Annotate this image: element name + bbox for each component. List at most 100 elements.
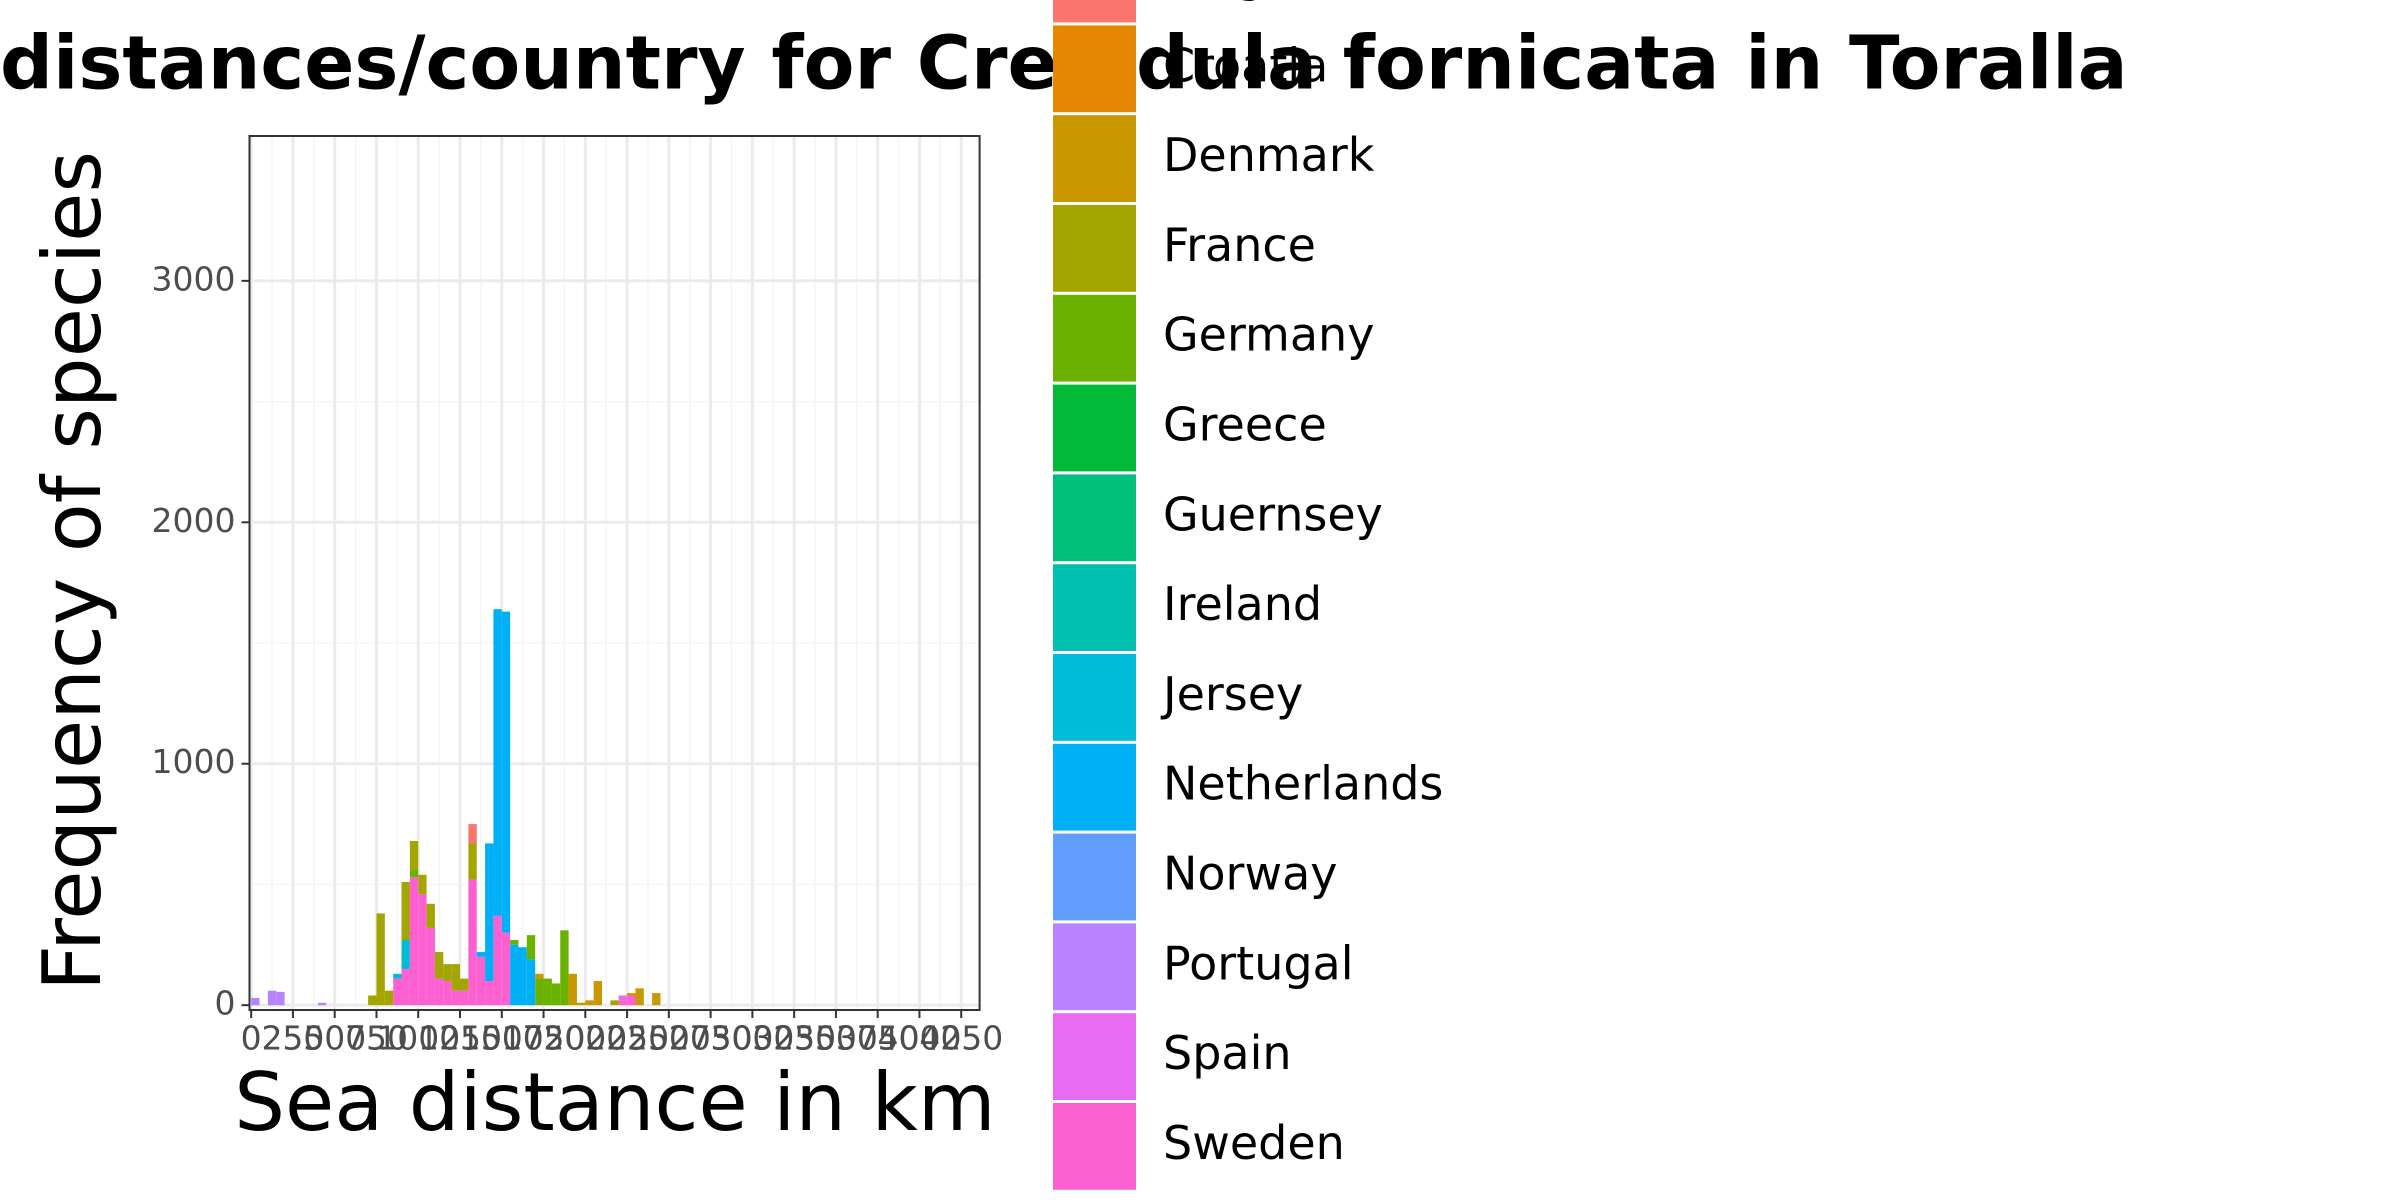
bar-segment [627,993,636,996]
legend-key [1053,743,1136,831]
bar-segment [593,981,603,1006]
legend-key [1053,115,1136,202]
legend-key [1053,923,1136,1011]
legend-key [1053,294,1136,382]
x-tick-label: 500 [303,1019,366,1058]
legend-label: Portugal [1163,936,1354,990]
x-tick-label: 250 [261,1019,324,1058]
bar-segment [618,1000,628,1006]
legend-label: Jersey [1160,667,1303,721]
bar-segment [476,956,486,1006]
y-tick-label: 1000 [152,742,236,781]
legend-key [1053,0,1136,23]
bar-segment [384,990,394,1006]
bar-segment [426,927,435,1006]
bar-segment [368,995,377,1006]
bar-segment [468,879,477,1006]
bar-segment [401,939,410,969]
bar-segment [510,939,519,945]
legend-key [1053,384,1136,472]
legend-key [1053,474,1136,562]
bar-segment [376,913,385,1006]
bar-segment [618,995,628,1001]
bar-segment [635,988,644,1006]
legend-label: Netherlands [1163,757,1443,811]
legend-label: Spain [1163,1026,1292,1080]
legend-key [1053,1103,1136,1190]
x-tick-label: 1250 [418,1019,502,1058]
bar-segment [535,973,544,979]
bar-segment [501,611,511,933]
bar-segment [568,973,577,1006]
bar-segment [276,991,285,1006]
y-tick-label: 0 [215,984,236,1023]
legend-key [1053,205,1136,292]
x-tick-label: 2750 [669,1019,753,1058]
x-tick-label: 2000 [543,1019,627,1058]
bar-segment [576,1002,586,1006]
bar-segment [401,968,410,1006]
bar-segment [418,894,427,1006]
bar-segment [476,952,486,957]
x-tick-label: 750 [345,1019,408,1058]
bar-segment [401,882,410,940]
bar-segment [409,869,419,878]
bar-segment [485,843,494,982]
legend-label: Croatia [1163,38,1328,92]
bar-segment [460,990,469,1006]
legend-label: Greece [1163,398,1327,452]
x-axis-label: Sea distance in km [234,1056,995,1149]
bar-segment [510,944,519,1006]
bar-segment [468,843,477,880]
bar-segment [393,973,402,979]
y-tick-label: 3000 [152,259,236,298]
bar-segment [251,997,260,1006]
legend-key [1053,564,1136,651]
bar-segment [451,990,461,1006]
x-tick-label: 4000 [877,1019,961,1058]
bar-segment [443,981,452,1006]
bar-segment [409,877,419,1006]
legend-label: Ireland [1163,577,1322,631]
x-tick-label: 4250 [919,1019,1003,1058]
panel-background [249,136,980,1010]
bar-segment [267,990,277,1006]
legend-label: Guernsey [1163,487,1383,541]
legend-label: Belgium [1163,0,1352,3]
bar-segment [317,1002,327,1006]
bar-segment [434,952,444,979]
bar-segment [560,930,569,1006]
bar-segment [460,978,469,991]
bar-segment [493,609,502,916]
legend-key [1053,833,1136,921]
bar-segment [535,978,544,1006]
bar-segment [610,1000,619,1006]
bar-segment [551,983,561,1006]
bar-segment [485,981,494,1006]
x-tick-label: 3250 [752,1019,836,1058]
legend-key [1053,25,1136,113]
bar-segment [627,995,636,1006]
x-tick-label: 0 [241,1019,262,1058]
x-tick-label: 3750 [836,1019,920,1058]
y-axis-label: Frequency of species [26,151,119,991]
y-tick-label: 2000 [152,501,236,540]
bar-segment [585,1000,594,1006]
x-tick-label: 1000 [376,1019,460,1058]
legend-key [1053,1013,1136,1100]
x-tick-label: 3000 [710,1019,794,1058]
legend-key [1053,654,1136,741]
bar-segment [434,978,444,1006]
bar-segment [501,932,511,1006]
bar-segment [409,840,419,870]
bar-segment [468,824,477,844]
legend-label: Germany [1163,308,1374,362]
x-tick-label: 2250 [585,1019,669,1058]
x-tick-label: 2500 [627,1019,711,1058]
legend-label: Denmark [1163,128,1375,182]
legend-label: Norway [1163,847,1338,901]
bar-segment [652,993,661,1006]
legend-label: France [1163,218,1316,272]
bar-segment [426,903,435,928]
